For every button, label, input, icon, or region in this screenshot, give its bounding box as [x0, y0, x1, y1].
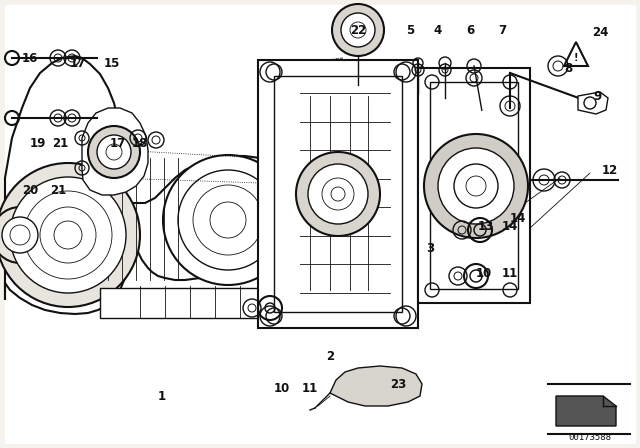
Polygon shape — [100, 288, 280, 318]
Text: 17: 17 — [70, 56, 86, 69]
Text: 18: 18 — [132, 137, 148, 150]
Text: 23: 23 — [390, 378, 406, 391]
Polygon shape — [5, 56, 284, 314]
Text: 22: 22 — [350, 23, 366, 36]
Polygon shape — [82, 108, 148, 195]
Polygon shape — [418, 68, 530, 303]
Circle shape — [88, 126, 140, 178]
Circle shape — [97, 135, 131, 169]
Text: 9: 9 — [594, 90, 602, 103]
Text: 11: 11 — [302, 382, 318, 395]
Text: 10: 10 — [274, 382, 290, 395]
Polygon shape — [578, 92, 608, 114]
Text: 3: 3 — [426, 241, 434, 254]
Text: 11: 11 — [502, 267, 518, 280]
Circle shape — [10, 177, 126, 293]
Text: 6: 6 — [466, 23, 474, 36]
Circle shape — [2, 217, 38, 253]
Text: 7: 7 — [498, 23, 506, 36]
Text: 21: 21 — [52, 137, 68, 150]
Circle shape — [308, 164, 368, 224]
Text: 15: 15 — [104, 56, 120, 69]
Text: 14: 14 — [502, 220, 518, 233]
Text: 10: 10 — [476, 267, 492, 280]
Text: 5: 5 — [406, 23, 414, 36]
Circle shape — [0, 207, 48, 263]
Polygon shape — [258, 60, 418, 328]
Text: 20: 20 — [22, 184, 38, 197]
Text: 24: 24 — [592, 26, 608, 39]
Text: 13: 13 — [478, 220, 494, 233]
Circle shape — [332, 4, 384, 56]
Circle shape — [424, 134, 528, 238]
Text: 4: 4 — [434, 23, 442, 36]
Text: 17: 17 — [110, 137, 126, 150]
Text: 8: 8 — [564, 61, 572, 74]
Text: 2: 2 — [326, 349, 334, 362]
Text: 19: 19 — [30, 137, 46, 150]
Text: 12: 12 — [602, 164, 618, 177]
Text: 1: 1 — [158, 389, 166, 402]
Text: 00173588: 00173588 — [568, 433, 611, 442]
Circle shape — [296, 152, 380, 236]
Text: 16: 16 — [22, 52, 38, 65]
Polygon shape — [330, 366, 422, 406]
Polygon shape — [556, 396, 616, 426]
Text: 21: 21 — [50, 184, 66, 197]
Circle shape — [341, 13, 375, 47]
Circle shape — [0, 163, 140, 307]
Text: !: ! — [573, 53, 579, 63]
Text: 14: 14 — [510, 211, 526, 224]
Circle shape — [163, 155, 293, 285]
Circle shape — [438, 148, 514, 224]
